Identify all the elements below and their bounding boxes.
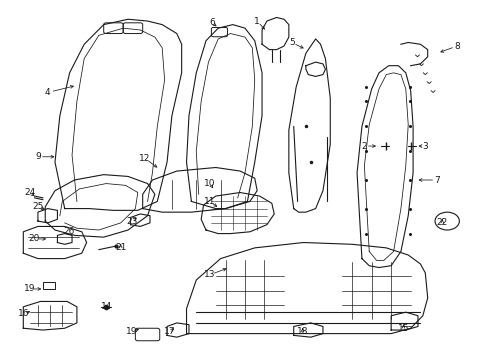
Text: 20: 20 <box>29 234 40 243</box>
Text: 23: 23 <box>126 217 138 226</box>
Text: 5: 5 <box>289 38 294 47</box>
Bar <box>43 282 55 289</box>
Text: 19: 19 <box>24 284 35 293</box>
Text: 24: 24 <box>24 188 35 197</box>
Text: 18: 18 <box>297 327 308 336</box>
Text: 4: 4 <box>45 88 50 97</box>
Text: 17: 17 <box>164 327 175 336</box>
Text: 1: 1 <box>254 17 260 26</box>
Text: 22: 22 <box>437 219 448 228</box>
Text: 12: 12 <box>140 154 151 163</box>
Text: 10: 10 <box>204 179 216 188</box>
Text: 13: 13 <box>204 270 216 279</box>
Text: 19: 19 <box>126 327 138 336</box>
Text: 26: 26 <box>63 227 74 236</box>
Text: 8: 8 <box>454 41 460 50</box>
Text: 16: 16 <box>18 310 29 319</box>
Text: 21: 21 <box>115 243 126 252</box>
Text: 2: 2 <box>362 141 367 150</box>
Text: 14: 14 <box>100 302 112 311</box>
Text: 11: 11 <box>204 197 216 206</box>
Text: 25: 25 <box>32 202 44 211</box>
Text: 15: 15 <box>397 324 409 333</box>
Text: 3: 3 <box>422 141 428 150</box>
Text: 7: 7 <box>435 176 441 185</box>
Text: 9: 9 <box>35 152 41 161</box>
Text: 6: 6 <box>209 18 215 27</box>
